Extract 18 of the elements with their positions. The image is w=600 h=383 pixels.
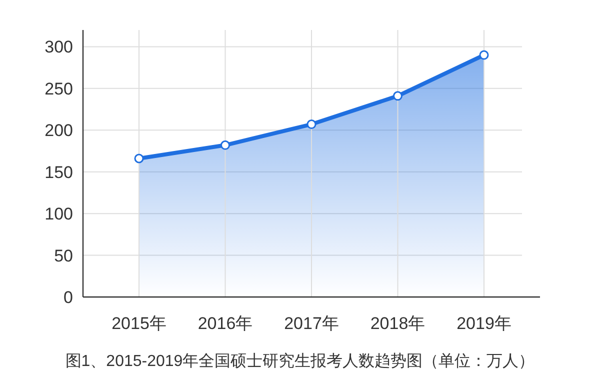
point: [306, 120, 316, 130]
x-tick-label: 2015年: [112, 314, 166, 333]
point: [220, 140, 230, 150]
y-tick-label: 300: [44, 38, 73, 57]
y-tick-label: 50: [54, 246, 73, 266]
text: 图1、2015-2019年全国硕士研究生报考人数趋势图（单位：万人）: [65, 352, 535, 370]
y-tick-label: 150: [44, 162, 73, 182]
x-tick-label: 2017年: [284, 314, 339, 333]
x-tick-label: 2019年: [456, 314, 512, 333]
x-tick-label: 2018年: [370, 314, 426, 333]
x-tick-label: 2016年: [198, 314, 253, 333]
y-tick-label: 0: [64, 288, 73, 307]
y-tick-label: 200: [44, 121, 73, 140]
point: [393, 91, 402, 101]
y-tick-label: 100: [44, 204, 73, 224]
point: [134, 154, 144, 164]
point: [479, 50, 489, 60]
y-tick-label: 250: [44, 79, 73, 98]
